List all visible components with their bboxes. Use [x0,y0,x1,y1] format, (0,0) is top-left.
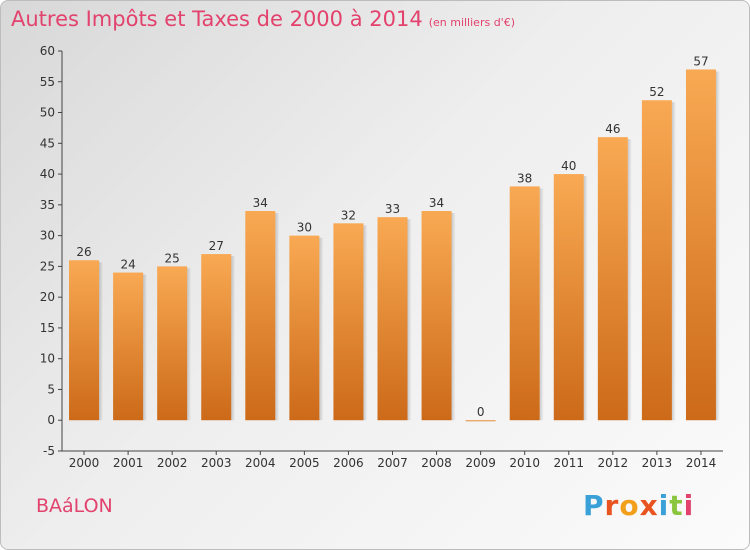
x-tick-label-2004: 2004 [245,456,276,470]
bar-shadow [451,213,456,421]
bar-2011 [553,174,584,421]
y-tick-label: 60 [40,44,55,58]
data-labels: 26 24 25 27 34 30 32 33 34 0 38 40 46 52 57 [76,54,708,419]
bar-shadow [715,71,720,421]
x-tick-label-2000: 2000 [69,456,100,470]
logo-letter: o [619,489,640,522]
data-label-2014: 57 [693,54,708,68]
bar-2010 [509,186,540,421]
x-tick-label-2006: 2006 [333,456,364,470]
y-tick-label: 0 [47,413,55,427]
y-tick-label: 50 [40,106,55,120]
x-tick-label-2010: 2010 [509,456,540,470]
y-tick-label: 55 [40,75,55,89]
bars [69,69,720,422]
data-label-2012: 46 [605,122,620,136]
y-tick-label: 35 [40,198,55,212]
data-label-2011: 40 [561,159,576,173]
axes: -5 0 5 10 15 20 25 30 35 40 45 50 55 60 2000 2001 2002 20… [40,44,723,470]
y-tick-label: 15 [40,321,55,335]
logo-letter: t [669,489,684,522]
data-label-2004: 34 [253,196,268,210]
bar-2001 [113,272,144,421]
bar-shadow [627,139,632,421]
x-tick-label-2012: 2012 [598,456,629,470]
data-label-2008: 34 [429,196,444,210]
bar-2013 [641,100,672,421]
bar-2003 [201,254,232,421]
y-tick-label: 25 [40,259,55,273]
x-tick-label-2007: 2007 [377,456,408,470]
data-label-2007: 33 [385,202,400,216]
y-tick-label: 20 [40,290,55,304]
bar-2008 [421,211,452,421]
bar-2012 [597,137,628,421]
y-tick-label: -5 [43,444,55,458]
chart-title-text: Autres Impôts et Taxes de 2000 à 2014 [11,7,423,31]
bar-shadow [231,256,236,421]
chart-subtitle: (en milliers d'€) [428,16,515,29]
data-label-2006: 32 [341,208,356,222]
x-tick-label-2011: 2011 [553,456,584,470]
x-tick-label-2002: 2002 [157,456,188,470]
x-tick-label-2009: 2009 [465,456,496,470]
x-tick-label-2001: 2001 [113,456,144,470]
commune-name: BAáLON [36,495,113,517]
x-tick-label-2014: 2014 [686,456,717,470]
bar-shadow [539,188,544,421]
x-tick-label-2005: 2005 [289,456,320,470]
data-label-2002: 25 [165,251,180,265]
data-label-2000: 26 [76,245,91,259]
bar-shadow [583,176,588,421]
bar-shadow [275,213,280,421]
bar-shadow [319,237,324,421]
x-tick-label-2013: 2013 [642,456,673,470]
logo-letter: x [639,489,659,522]
y-tick-label: 40 [40,167,55,181]
bar-2007 [377,217,408,421]
y-tick-label: 30 [40,229,55,243]
logo-letter: i [658,489,670,522]
data-label-2010: 38 [517,171,532,185]
bar-2000 [69,260,100,421]
bar-2014 [685,69,716,421]
bar-shadow [143,274,148,421]
bar-2004 [245,211,276,421]
logo-letter: r [604,489,620,522]
y-tick-label: 45 [40,136,55,150]
data-label-2013: 52 [649,85,664,99]
bar-shadow [99,262,104,421]
data-label-2003: 27 [209,239,224,253]
data-label-2001: 24 [120,258,135,272]
x-tick-label-2003: 2003 [201,456,232,470]
y-tick-label: 10 [40,352,55,366]
bar-shadow [671,102,676,421]
bar-2005 [289,235,320,421]
data-label-2009: 0 [477,405,485,419]
bar-2002 [157,266,188,421]
x-tick-label-2008: 2008 [421,456,452,470]
logo-letter: P [583,489,605,522]
bar-2006 [333,223,364,421]
bar-shadow [363,225,368,421]
chart-title: Autres Impôts et Taxes de 2000 à 2014 (en… [11,7,515,31]
bar-shadow [187,268,192,421]
bar-2009 [465,420,496,422]
logo-letter: i [683,489,695,522]
bar-shadow [407,219,412,421]
proxiti-logo[interactable]: Proxiti [583,489,694,522]
y-tick-label: 5 [47,382,55,396]
data-label-2005: 30 [297,221,312,235]
